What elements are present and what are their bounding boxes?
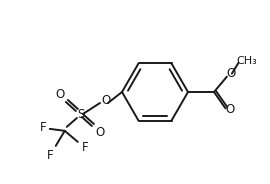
Text: F: F [39, 121, 46, 134]
Text: O: O [55, 89, 65, 102]
Text: F: F [82, 141, 88, 154]
Text: CH₃: CH₃ [236, 56, 257, 66]
Text: O: O [226, 103, 235, 116]
Text: O: O [226, 67, 235, 80]
Text: S: S [77, 107, 85, 121]
Text: O: O [95, 125, 104, 139]
Text: O: O [101, 95, 111, 107]
Text: F: F [46, 149, 53, 162]
